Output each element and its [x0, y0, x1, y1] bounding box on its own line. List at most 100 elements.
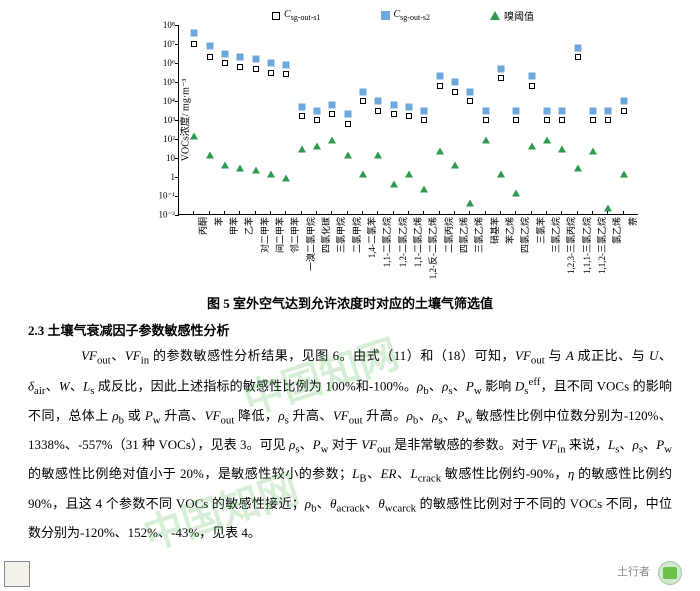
- data-point-s2: [268, 60, 275, 67]
- y-tick-label: 1: [149, 172, 175, 182]
- data-point-threshold: [221, 161, 229, 168]
- data-point-s2: [482, 107, 489, 114]
- x-tick-label: 一溴二氯甲烷: [304, 217, 317, 271]
- data-point-s2: [498, 65, 505, 72]
- data-point-s1: [544, 117, 550, 123]
- data-point-s1: [345, 121, 351, 127]
- legend-label-th: 嗅阈值: [504, 8, 534, 23]
- y-tick-label: 10: [149, 153, 175, 163]
- data-point-s1: [590, 117, 596, 123]
- y-tick-label: 10²: [149, 134, 175, 144]
- data-point-threshold: [512, 190, 520, 197]
- y-tick-label: 10⁻¹: [149, 191, 175, 202]
- data-point-s1: [191, 41, 197, 47]
- data-point-threshold: [374, 152, 382, 159]
- legend-item-s2: Csg-out-s2: [381, 8, 430, 23]
- data-point-threshold: [236, 165, 244, 172]
- data-point-s1: [575, 54, 581, 60]
- data-point-s1: [360, 98, 366, 104]
- corner-badge-icon: [4, 561, 30, 587]
- y-tick-label: 10³: [149, 115, 175, 125]
- x-tick-label: 丙酮: [196, 217, 209, 235]
- data-point-s2: [237, 54, 244, 61]
- data-point-s2: [375, 98, 382, 105]
- data-point-s2: [452, 79, 459, 86]
- x-tick-label: 1,2,3-三氯丙烷: [564, 217, 577, 274]
- data-point-s2: [513, 107, 520, 114]
- data-point-s2: [574, 44, 581, 51]
- data-point-s1: [237, 64, 243, 70]
- data-point-threshold: [589, 148, 597, 155]
- data-point-threshold: [466, 199, 474, 206]
- triangle-icon: [490, 11, 500, 20]
- data-point-threshold: [328, 136, 336, 143]
- y-tick-label: 10⁵: [149, 77, 175, 87]
- x-tick-label: 四氯乙烯: [457, 217, 470, 253]
- data-point-s2: [222, 50, 229, 57]
- data-point-s1: [207, 54, 213, 60]
- data-point-s1: [222, 60, 228, 66]
- x-tick-label: 甲苯: [227, 217, 240, 235]
- x-tick-label: 三氯乙烷: [549, 217, 562, 253]
- data-point-s2: [436, 73, 443, 80]
- data-point-s1: [452, 89, 458, 95]
- x-tick-label: 1,1,1-三氯乙烷: [580, 217, 593, 274]
- x-axis-labels: 丙酮苯甲苯乙苯对二甲苯间二甲苯邻二甲苯一溴二氯甲烷四氯化碳三氯甲烷二氯甲烷1,4…: [178, 215, 638, 283]
- x-tick-label: 三氯甲烷: [334, 217, 347, 253]
- data-point-s1: [513, 117, 519, 123]
- data-point-s2: [544, 107, 551, 114]
- data-point-s1: [299, 113, 305, 119]
- figure-5-chart: Csg-out-s1 Csg-out-s2 嗅阈值 VOCs浓度/ mg·m⁻³…: [138, 8, 648, 283]
- data-point-s1: [314, 117, 320, 123]
- figure-caption: 图 5 室外空气达到允许浓度时对应的土壤气筛选值: [28, 293, 672, 312]
- y-tick-label: 10⁷: [149, 39, 175, 49]
- data-point-s1: [605, 117, 611, 123]
- data-point-threshold: [252, 167, 260, 174]
- data-point-s1: [529, 83, 535, 89]
- legend-label-s1: Csg-out-s1: [284, 9, 320, 22]
- data-point-s2: [329, 101, 336, 108]
- y-tick-label: 10⁶: [149, 58, 175, 68]
- data-point-s1: [406, 113, 412, 119]
- x-tick-label: 二氯甲烷: [350, 217, 363, 253]
- legend-item-th: 嗅阈值: [490, 8, 534, 23]
- x-tick-label: 乙苯: [242, 217, 255, 235]
- x-tick-label: 1,2-反-二氯乙烯: [426, 217, 439, 279]
- data-point-s1: [437, 83, 443, 89]
- data-point-s1: [283, 71, 289, 77]
- data-point-threshold: [482, 136, 490, 143]
- x-tick-label: 苯: [212, 217, 225, 226]
- y-tick-label: 10⁴: [149, 96, 175, 106]
- data-point-threshold: [574, 165, 582, 172]
- data-point-s2: [360, 88, 367, 95]
- data-point-s2: [421, 107, 428, 114]
- x-tick-label: 硝基苯: [488, 217, 501, 244]
- y-tick-label: 10⁻²: [149, 210, 175, 221]
- data-point-threshold: [206, 152, 214, 159]
- data-point-s2: [390, 101, 397, 108]
- data-point-threshold: [420, 186, 428, 193]
- x-tick-label: 对二甲苯: [258, 217, 271, 253]
- data-point-s1: [483, 117, 489, 123]
- y-tick-label: 10⁸: [149, 20, 175, 30]
- legend-item-s1: Csg-out-s1: [272, 8, 320, 23]
- data-point-s2: [252, 56, 259, 63]
- x-tick-label: 四氯乙烷: [518, 217, 531, 253]
- data-point-s1: [621, 108, 627, 114]
- chart-legend: Csg-out-s1 Csg-out-s2 嗅阈值: [138, 8, 648, 23]
- data-point-s2: [559, 107, 566, 114]
- data-point-s1: [268, 70, 274, 76]
- data-point-s2: [344, 111, 351, 118]
- data-point-threshold: [543, 136, 551, 143]
- x-tick-label: 萘: [626, 217, 639, 226]
- data-point-s2: [283, 61, 290, 68]
- filled-square-icon: [381, 11, 390, 20]
- data-point-threshold: [451, 161, 459, 168]
- data-point-s2: [590, 107, 597, 114]
- data-point-s1: [253, 66, 259, 72]
- x-tick-label: 二氯丙烷: [442, 217, 455, 253]
- wechat-icon: [658, 561, 682, 585]
- data-point-s2: [406, 103, 413, 110]
- data-point-threshold: [313, 142, 321, 149]
- x-tick-label: 1,1-二氯乙烷: [380, 217, 393, 267]
